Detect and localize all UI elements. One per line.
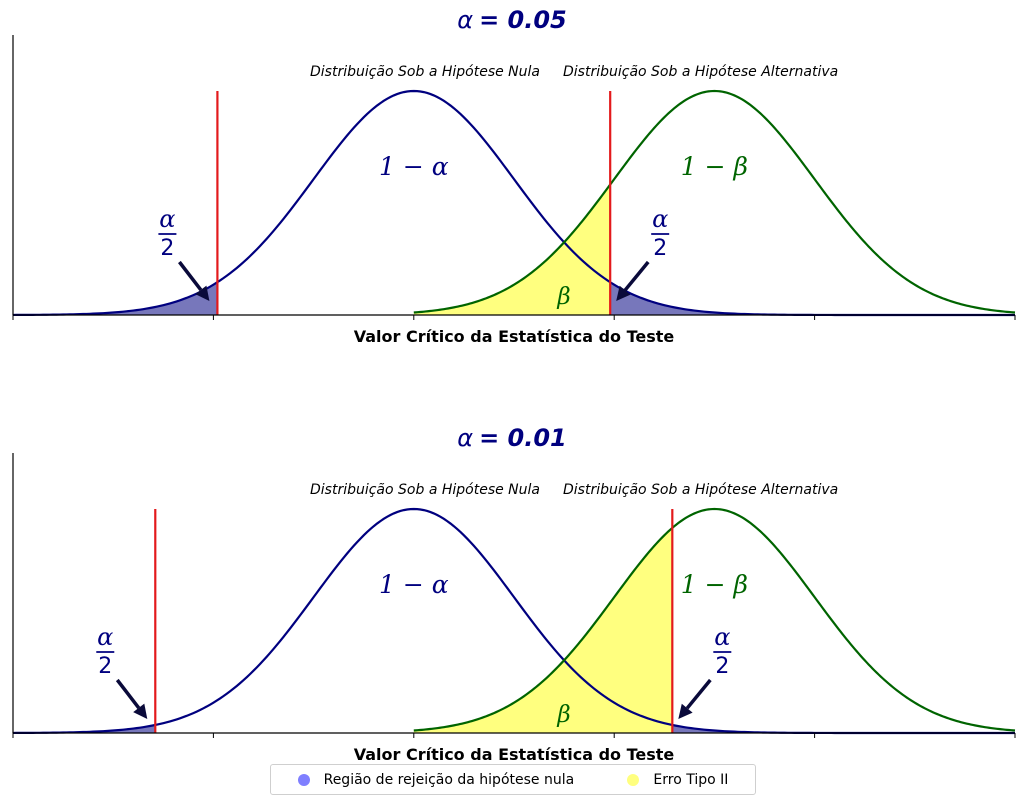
title-symbol: α (457, 424, 473, 452)
alpha-half-annotation-right: α2 (616, 205, 670, 301)
x-axis-label: Valor Crítico da Estatística do Teste (354, 327, 675, 346)
rejection-area-left (13, 282, 218, 315)
rejection-area-right (610, 282, 1015, 315)
one-minus-alpha-label: 1 − α (379, 152, 449, 181)
arrow-shaft (685, 678, 712, 710)
null-distribution-label: Distribuição Sob a Hipótese Nula (310, 482, 540, 498)
title-value: = 0.01 (479, 424, 567, 452)
null-distribution-curve (12, 89, 1015, 317)
alpha-half-annotation-right: α2 (678, 623, 732, 719)
alpha-denominator: 2 (98, 654, 112, 679)
arrow-head (195, 285, 210, 301)
arrow-head (133, 703, 148, 719)
alpha-numerator: α (97, 623, 113, 651)
type-ii-error-area (413, 527, 673, 733)
alpha-numerator: α (652, 205, 668, 233)
beta-label: β (556, 284, 570, 310)
alpha-half-annotation-left: α2 (158, 205, 210, 301)
chart-title: α = 0.05 (457, 6, 567, 34)
null-distribution-label: Distribuição Sob a Hipótese Nula (310, 64, 540, 80)
title-value: = 0.05 (479, 6, 567, 34)
arrow-shaft (623, 260, 650, 292)
title-symbol: α (457, 6, 473, 34)
arrow-head (678, 703, 693, 719)
alpha-numerator: α (714, 623, 730, 651)
alpha-half-annotation-left: α2 (96, 623, 148, 719)
one-minus-beta-label: 1 − β (681, 570, 748, 599)
alpha-numerator: α (159, 205, 175, 233)
legend-item-type-ii-error: Erro Tipo II (627, 772, 728, 788)
alternative-distribution-label: Distribuição Sob a Hipótese Alternativa (563, 482, 838, 498)
legend-marker-rejection (297, 773, 310, 786)
chart-title: α = 0.01 (457, 424, 567, 452)
alternative-distribution-label: Distribuição Sob a Hipótese Alternativa (563, 64, 838, 80)
rejection-area-right (672, 724, 1015, 733)
arrow-head (616, 285, 631, 301)
legend-item-rejection: Região de rejeição da hipótese nula (297, 771, 575, 788)
arrow-shaft (115, 678, 141, 709)
arrow-shaft (178, 260, 203, 291)
alternative-distribution-curve (413, 507, 1016, 732)
legend: Região de rejeição da hipótese nula Erro… (270, 764, 756, 795)
one-minus-beta-label: 1 − β (681, 152, 748, 181)
type-ii-error-area (413, 184, 611, 315)
legend-label-rejection: Região de rejeição da hipótese nula (323, 771, 575, 788)
alternative-distribution-curve (413, 89, 1016, 314)
alpha-denominator: 2 (715, 654, 729, 679)
one-minus-alpha-label: 1 − α (379, 570, 449, 599)
alpha-denominator: 2 (653, 236, 667, 261)
null-distribution-curve (12, 507, 1015, 735)
legend-marker-type-ii-error (627, 773, 640, 786)
alpha-denominator: 2 (160, 236, 174, 261)
beta-label: β (556, 702, 570, 728)
x-axis-label: Valor Crítico da Estatística do Teste (354, 745, 675, 764)
legend-label-type-ii-error: Erro Tipo II (653, 771, 729, 788)
